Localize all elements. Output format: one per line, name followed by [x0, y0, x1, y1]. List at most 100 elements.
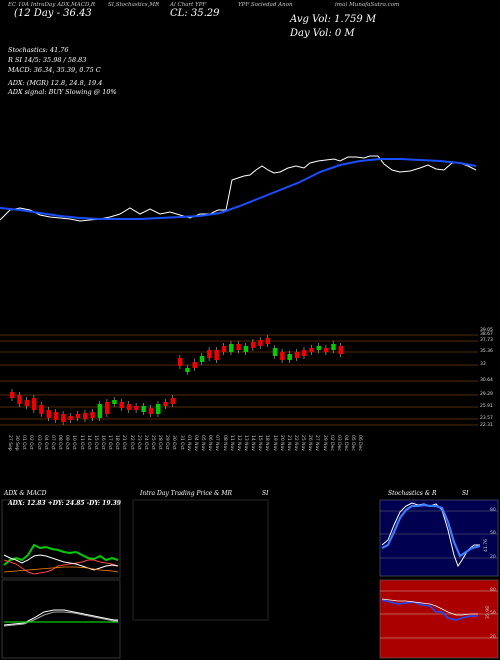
adx-plus-line	[3, 543, 119, 566]
candle-body	[61, 414, 66, 422]
candle-body	[280, 352, 285, 360]
candle-body	[331, 344, 336, 350]
price-level-lines	[0, 334, 478, 426]
rsi-level-50: 50	[490, 611, 496, 616]
header-title-2: SI,Stochastics,MR	[108, 2, 160, 8]
macd-line	[3, 609, 118, 626]
price-level: 22.31	[480, 423, 493, 428]
candle-body	[185, 368, 190, 372]
candle-body	[126, 404, 132, 410]
adx-panel-title: ADX & MACD	[4, 490, 47, 497]
candle-body	[39, 405, 44, 414]
candle-body	[323, 348, 329, 352]
stoch-d-line	[381, 503, 481, 558]
header-title-5: ima) MunafaSutra.com	[335, 2, 400, 8]
candle-body	[141, 406, 146, 412]
price-level: 29.29	[480, 392, 493, 397]
close-price: CL: 35.29	[170, 8, 220, 19]
stoch-panel-title: Stochastics & R	[388, 490, 437, 497]
adx-values: ADX: 12.83 +DY: 24.85 -DY: 19.39	[8, 500, 121, 507]
rsi-readout: R SI 14/5: 35.98 / 58.83	[8, 56, 87, 64]
avg-volume: Avg Vol: 1.759 M	[290, 14, 377, 25]
header-title-1: EC 10A IntraDay ADX,MACD,R	[8, 2, 96, 8]
price-level-top: 39.05	[480, 328, 493, 333]
candle-body	[148, 408, 154, 414]
price-level: 25.91	[480, 404, 493, 409]
candle-body	[134, 406, 139, 410]
day-range: (12 Day - 36.43	[14, 8, 92, 19]
candle-body	[265, 338, 270, 344]
candle-body	[104, 402, 110, 414]
candle-body	[75, 414, 81, 418]
candle-body	[199, 356, 205, 362]
candle-body	[221, 346, 227, 352]
candle-body	[170, 398, 176, 404]
price-level: 33	[480, 362, 486, 367]
intraday-panel	[132, 499, 269, 621]
price-level: 38.67	[480, 332, 493, 337]
candle-body	[250, 342, 256, 348]
stoch-level-50: 50	[490, 531, 496, 536]
candlesticks	[10, 335, 343, 425]
candle-body	[46, 410, 51, 418]
candle-body	[338, 346, 343, 354]
candle-body	[163, 402, 168, 406]
candle-body	[229, 344, 234, 352]
candle-body	[214, 350, 219, 360]
rsi-value: 35.98	[485, 606, 491, 619]
candle-body	[10, 392, 15, 398]
rsi-white-line	[381, 598, 478, 616]
candle-body	[272, 348, 278, 356]
candle-body	[68, 416, 73, 420]
stoch-panel-si: SI	[462, 490, 469, 497]
macd-panel	[1, 579, 121, 659]
candle-body	[287, 354, 292, 360]
rsi-line	[381, 599, 478, 621]
candle-body	[119, 402, 124, 408]
intraday-panel-si: SI	[262, 490, 269, 497]
candle-body	[316, 346, 322, 350]
day-volume: Day Vol: 0 M	[290, 28, 355, 39]
candle-body	[302, 350, 307, 356]
candle-body	[24, 400, 30, 406]
adx-signal: ADX signal: BUY Slowing @ 10%	[8, 88, 117, 96]
price-level: 37.73	[480, 338, 493, 343]
stoch-level-20: 20	[490, 555, 496, 560]
adx-minus-line	[3, 559, 119, 575]
header-title-3: Al Chart YPF	[170, 2, 207, 8]
rsi-level-20: 20	[490, 635, 496, 640]
candle-body	[53, 412, 59, 420]
candle-body	[294, 352, 300, 358]
candle-body	[309, 348, 314, 352]
stochastics-readout: Stochastics: 41.76	[8, 46, 69, 54]
candle-body	[258, 340, 263, 346]
price-level: 30.64	[480, 378, 493, 383]
candle-body	[192, 362, 197, 368]
macd-readout: MACD: 36.34, 35.39, 0.75 C	[8, 66, 101, 74]
macd-signal-line	[3, 611, 118, 627]
stoch-value: 41.76	[483, 539, 489, 552]
candle-body	[83, 413, 88, 419]
intraday-panel-title: Intra Day Trading Price & MR	[140, 490, 233, 497]
price-level: 35.36	[480, 349, 493, 354]
rsi-panel	[379, 579, 499, 659]
candle-body	[17, 395, 22, 404]
stoch-level-80: 80	[490, 508, 496, 513]
candle-body	[236, 344, 241, 350]
candle-body	[112, 400, 117, 404]
price-level: 23.57	[480, 416, 493, 421]
adx-line	[3, 554, 119, 571]
candle-body	[156, 404, 161, 414]
rsi-level-80: 80	[490, 588, 496, 593]
adx-orange-line	[3, 566, 119, 573]
candle-body	[31, 398, 37, 410]
candle-body	[207, 350, 212, 358]
candle-body	[90, 412, 95, 418]
candle-body	[97, 404, 103, 418]
candle-body	[243, 346, 249, 352]
stoch-panel	[379, 499, 499, 577]
header-title-4: YPF Sociedad Anon	[238, 2, 293, 8]
candle-body	[177, 358, 183, 366]
